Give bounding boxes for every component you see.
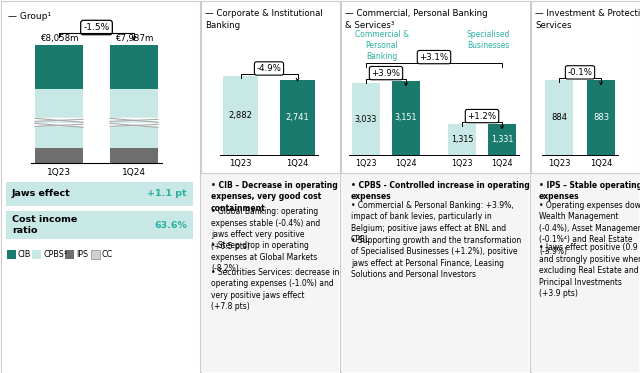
Text: Commercial &
Personal
Banking: Commercial & Personal Banking [355, 30, 409, 61]
Text: 2,741: 2,741 [285, 113, 309, 122]
Text: €7,937m: €7,937m [115, 34, 153, 43]
Text: • Steep drop in operating
expenses at Global Markets
(-8.2%): • Steep drop in operating expenses at Gl… [211, 241, 317, 273]
Text: — Investment & Protection
Services: — Investment & Protection Services [535, 9, 640, 30]
Text: 1Q23: 1Q23 [355, 159, 377, 168]
Bar [91, 250, 100, 259]
Bar [531, 173, 639, 372]
Text: 3,033: 3,033 [355, 115, 377, 124]
Text: Jaws effect: Jaws effect [12, 189, 71, 198]
Bar [6, 182, 193, 206]
Bar [392, 81, 420, 155]
Bar [352, 84, 380, 155]
Text: 1Q23: 1Q23 [451, 159, 473, 168]
Text: CC: CC [102, 250, 113, 259]
Text: • Operating expenses down at
Wealth Management
(-0.4%), Asset Management
(-0.1%⁴: • Operating expenses down at Wealth Mana… [539, 201, 640, 256]
Text: 1Q24: 1Q24 [492, 159, 513, 168]
Text: Cost income
ratio: Cost income ratio [12, 215, 77, 235]
Text: 1Q24: 1Q24 [590, 159, 612, 168]
Bar [488, 123, 516, 155]
Text: 63.6%: 63.6% [154, 220, 187, 229]
Text: • CPBS - Controlled increase in operating
expenses: • CPBS - Controlled increase in operatin… [351, 181, 530, 201]
Bar [341, 173, 529, 372]
Bar [1, 0, 200, 373]
Bar [340, 0, 529, 373]
Text: • Commercial & Personal Banking: +3.9%,
impact of bank levies, particularly in
B: • Commercial & Personal Banking: +3.9%, … [351, 201, 514, 244]
Text: 2,882: 2,882 [228, 111, 252, 120]
Text: 3,151: 3,151 [395, 113, 417, 122]
Text: • Securities Services: decrease in
operating expenses (-1.0%) and
very positive : • Securities Services: decrease in opera… [211, 268, 339, 311]
Text: 883: 883 [593, 113, 609, 122]
Bar [223, 76, 258, 155]
Bar [110, 45, 158, 89]
Text: 1Q23: 1Q23 [229, 159, 252, 168]
Bar [110, 89, 158, 148]
Bar [35, 148, 83, 163]
Text: — Commercial, Personal Banking
& Services³: — Commercial, Personal Banking & Service… [345, 9, 488, 30]
Bar [110, 148, 158, 163]
Text: CPBS²: CPBS² [44, 250, 68, 259]
Text: 1,331: 1,331 [491, 135, 513, 144]
Bar [7, 250, 16, 259]
Text: — Corporate & Institutional
Banking: — Corporate & Institutional Banking [205, 9, 323, 30]
Text: Specialised
Businesses: Specialised Businesses [467, 30, 509, 50]
Text: IPS: IPS [76, 250, 88, 259]
Text: • Supporting growth and the transformation
of Specialised Businesses (+1.2%), po: • Supporting growth and the transformati… [351, 236, 521, 279]
Text: 1Q24: 1Q24 [396, 159, 417, 168]
Text: CIB: CIB [18, 250, 31, 259]
Text: — Group¹: — Group¹ [8, 12, 51, 21]
Bar [33, 250, 42, 259]
Bar [545, 80, 573, 155]
Text: +1.2%: +1.2% [467, 112, 497, 120]
Text: -4.9%: -4.9% [257, 64, 282, 73]
Text: 1Q23: 1Q23 [47, 168, 71, 177]
Bar [531, 0, 639, 373]
Bar [201, 173, 339, 372]
Bar [200, 0, 339, 373]
Bar [587, 80, 615, 155]
Text: +3.9%: +3.9% [371, 69, 401, 78]
Text: +1.1 pt: +1.1 pt [147, 189, 187, 198]
Bar [280, 80, 315, 155]
Bar [448, 124, 476, 155]
Text: • Jaws effect positive (0.9 pt)
and strongly positive when
excluding Real Estate: • Jaws effect positive (0.9 pt) and stro… [539, 244, 640, 298]
Bar [65, 250, 74, 259]
Text: 1Q24: 1Q24 [286, 159, 308, 168]
Text: -0.1%: -0.1% [568, 68, 593, 77]
Text: 1Q24: 1Q24 [122, 168, 146, 177]
Bar [6, 211, 193, 239]
Text: +3.1%: +3.1% [419, 53, 449, 62]
Bar [35, 89, 83, 148]
Text: -1.5%: -1.5% [83, 23, 109, 32]
Text: 1Q23: 1Q23 [548, 159, 570, 168]
Text: • Global Banking: operating
expenses stable (-0.4%) and
jaws effect very positiv: • Global Banking: operating expenses sta… [211, 207, 320, 251]
Text: 1,315: 1,315 [451, 135, 473, 144]
Bar [35, 45, 83, 89]
Text: • IPS – Stable operating
expenses: • IPS – Stable operating expenses [539, 181, 640, 201]
Text: €8,058m: €8,058m [40, 34, 78, 43]
Text: 884: 884 [551, 113, 567, 122]
Text: • CIB – Decrease in operating
expenses, very good cost
containment: • CIB – Decrease in operating expenses, … [211, 181, 338, 213]
